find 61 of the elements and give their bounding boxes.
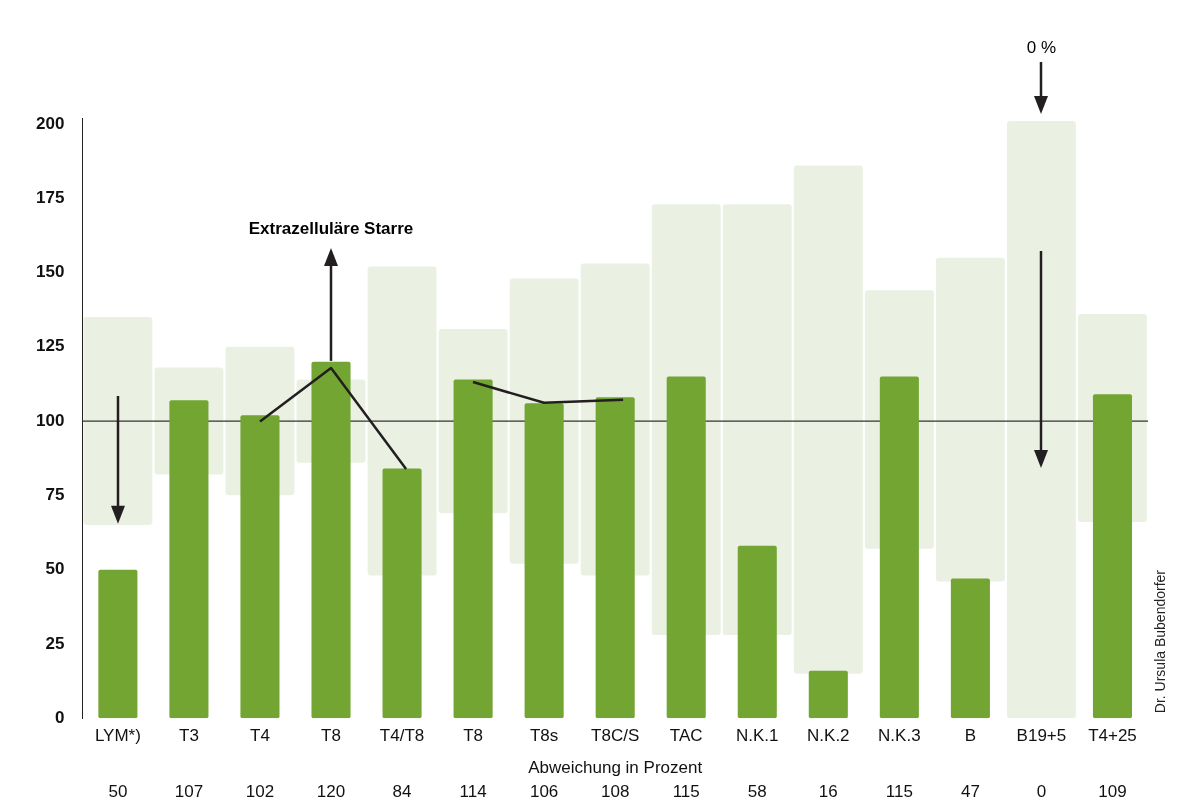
bar [793, 165, 863, 674]
data-label: 0 [1036, 782, 1047, 802]
bar [240, 415, 280, 719]
data-label: 47 [960, 782, 980, 802]
bar [524, 403, 564, 719]
y-tick-label: 25 [45, 633, 65, 653]
y-tick-label: 200 [35, 113, 65, 133]
y-tick-label: 50 [45, 559, 65, 579]
bar [808, 670, 848, 719]
text: Dr. Ursula Bubendorfer [1152, 569, 1168, 713]
bar [169, 400, 209, 719]
x-axis-title: Abweichung in Prozent [528, 758, 703, 778]
data-label: 114 [459, 782, 487, 802]
x-tick-label: T4+25 [1088, 726, 1137, 746]
data-label: 84 [392, 782, 412, 802]
x-tick-label: N.K.3 [878, 726, 921, 746]
x-tick-label: N.K.1 [736, 726, 779, 746]
data-label: 50 [108, 782, 128, 802]
bar [935, 257, 1005, 582]
bar [1006, 120, 1076, 719]
x-tick-label: TAC [669, 726, 703, 746]
data-label: 109 [1098, 782, 1127, 802]
bar [311, 361, 351, 719]
y-tick-label: 0 [54, 707, 65, 727]
x-tick-label: T8s [529, 726, 559, 746]
bar [595, 397, 635, 719]
y-tick-label: 150 [35, 262, 65, 282]
bar [83, 317, 153, 526]
data-label: 16 [818, 782, 838, 802]
x-tick-label: T8 [463, 726, 484, 746]
data-label: 106 [529, 782, 559, 802]
x-tick-label: B19+5 [1016, 726, 1067, 746]
x-tick-label: B [964, 726, 977, 746]
data-label: 108 [600, 782, 630, 802]
bar [382, 468, 422, 719]
bar [666, 376, 706, 719]
x-tick-label: LYM*) [94, 726, 141, 746]
y-tick-label: 100 [35, 410, 65, 430]
x-tick-label: N.K.2 [807, 726, 850, 746]
bar [879, 376, 919, 719]
x-tick-label: T8 [321, 726, 341, 746]
bar [950, 578, 990, 719]
data-label: 58 [747, 782, 767, 802]
x-tick-label: T4 [250, 726, 270, 746]
y-tick-label: 75 [45, 485, 65, 505]
x-tick-label: T3 [179, 726, 199, 746]
data-label: 120 [316, 782, 346, 802]
annotation: Extrazelluläre Starre [247, 219, 415, 240]
bar [453, 379, 493, 719]
x-tick-label: T8C/S [591, 726, 640, 746]
data-label: 102 [245, 782, 275, 802]
data-label: 107 [174, 782, 204, 802]
x-tick-label: T4/T8 [379, 726, 425, 746]
y-tick-label: 125 [35, 336, 65, 356]
text: 0 % [1025, 38, 1058, 58]
bar [1092, 394, 1133, 719]
bar [98, 569, 138, 719]
y-tick-label: 175 [35, 187, 65, 207]
bar [737, 545, 777, 719]
data-label: 115 [672, 782, 700, 802]
data-label: 115 [885, 782, 913, 802]
